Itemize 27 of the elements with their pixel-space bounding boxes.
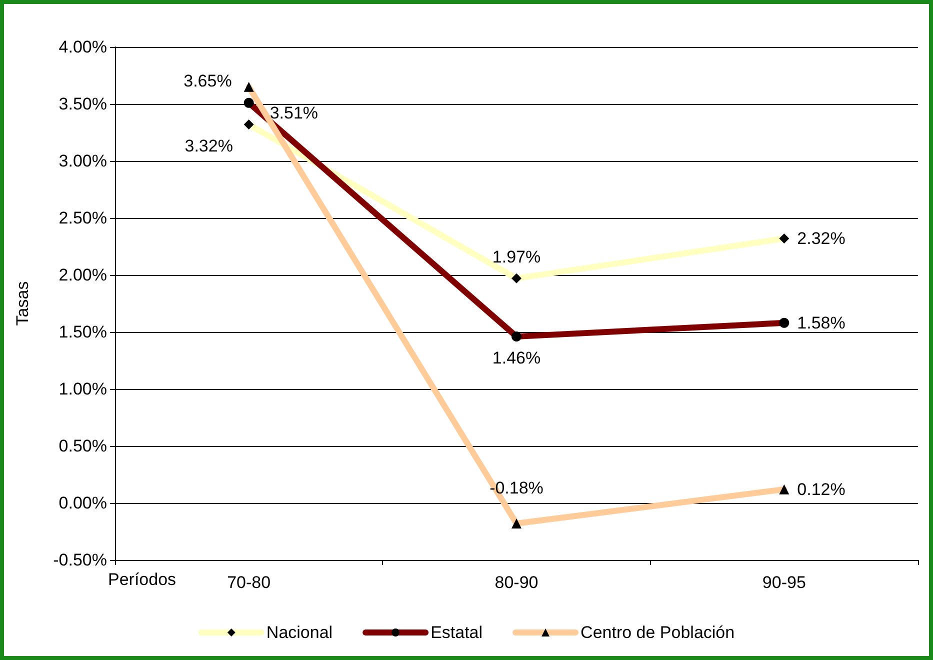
y-axis-title: Tasas	[13, 281, 32, 326]
data-label: 1.97%	[492, 247, 541, 266]
x-axis-title: Períodos	[108, 570, 176, 589]
y-tick-label: 1.00%	[58, 380, 107, 398]
y-tick-label: 3.50%	[58, 94, 107, 114]
data-label: -0.18%	[490, 478, 544, 498]
data-label: 1.46%	[492, 348, 541, 368]
y-tick-label: 2.00%	[58, 266, 107, 284]
data-label: 3.32%	[184, 136, 233, 156]
data-label: 2.32%	[797, 229, 846, 248]
y-tick-label: 0.00%	[58, 494, 107, 512]
y-tick-label: 1.50%	[58, 322, 107, 342]
y-tick-label: 2.50%	[58, 208, 107, 228]
x-tick-label: 90-95	[762, 573, 806, 592]
y-tick-label: 3.00%	[58, 152, 107, 170]
x-tick-label: 80-90	[494, 573, 538, 592]
data-label: 1.58%	[797, 313, 846, 332]
legend-label: Nacional	[266, 623, 333, 642]
x-tick-label: 70-80	[227, 573, 271, 592]
legend-label: Centro de Población	[580, 623, 735, 642]
data-label: 3.51%	[270, 103, 318, 122]
data-label: 0.12%	[797, 480, 846, 499]
y-tick-label: 4.00%	[58, 38, 107, 56]
data-label: 3.65%	[184, 71, 232, 90]
legend-label: Estatal	[430, 623, 483, 642]
y-tick-label: -0.50%	[53, 550, 107, 570]
y-tick-label: 0.50%	[58, 436, 107, 456]
